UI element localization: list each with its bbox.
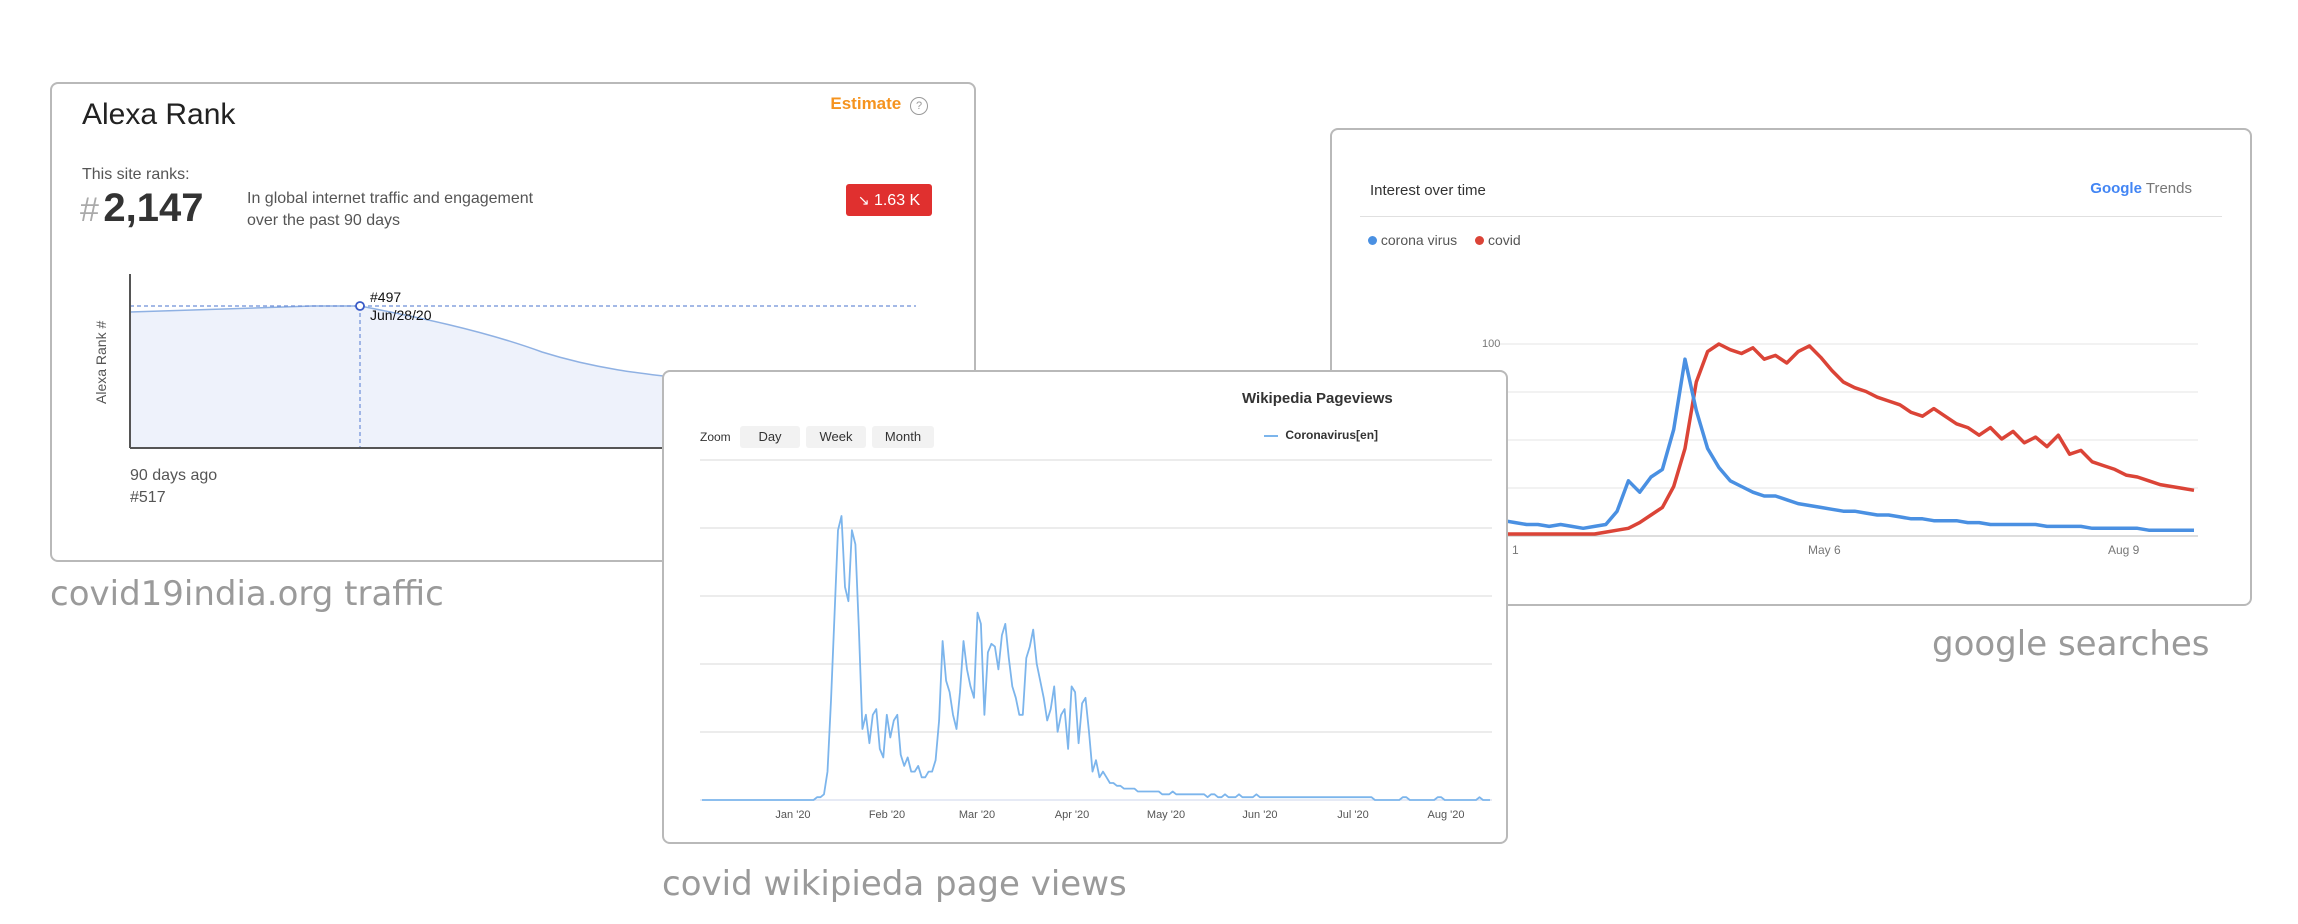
wiki-x-tick-label: Mar '20 <box>959 809 995 821</box>
trends-header-divider <box>1360 216 2222 217</box>
alexa-point-marker[interactable] <box>355 301 365 311</box>
wiki-x-tick-label: Jul '20 <box>1337 809 1368 821</box>
alexa-title: Alexa Rank <box>82 98 236 131</box>
alexa-y-axis-label: Alexa Rank # <box>93 321 109 404</box>
badge-value: 1.63 K <box>873 192 921 209</box>
covid-series-line <box>1504 342 2195 536</box>
zoom-month-button[interactable]: Month <box>872 426 934 448</box>
estimate-label[interactable]: Estimate <box>830 94 902 113</box>
legend-corona-virus[interactable]: corona virus <box>1380 232 1458 248</box>
trends-y-tick-100: 100 <box>1482 338 1500 350</box>
trends-x-tick-1: 1 <box>1512 543 1519 557</box>
wiki-x-tick-label: Aug '20 <box>1428 809 1465 821</box>
wikipedia-pageviews-card: Wikipedia Pageviews Zoom Day Week Month … <box>662 370 1508 844</box>
question-circle-icon[interactable]: ? <box>910 97 928 115</box>
zoom-week-button[interactable]: Week <box>806 426 866 448</box>
coronavirus-en-series-line <box>702 515 1490 801</box>
legend-swatch <box>1264 434 1278 437</box>
alexa-rank-card: Alexa Rank Estimate ? This site ranks: #… <box>50 82 976 562</box>
wiki-chart: Jan '20 Feb '20 Mar '20 Apr '20 May '20 Jun '… <box>700 459 1492 821</box>
site-ranks-label: This site ranks: <box>82 166 190 183</box>
alexa-line <box>129 305 775 393</box>
description-line2: over the past 90 days <box>247 212 400 229</box>
alexa-chart: Alexa Rank # #497 Jun/28/20 90 days ago … <box>93 274 916 506</box>
logo-google: Google <box>2090 180 2142 197</box>
wiki-x-tick-label: Apr '20 <box>1055 809 1090 821</box>
trends-chart: 100 1 May 6 Aug 9 <box>1482 338 2198 557</box>
google-trends-logo: Google Trends <box>2090 180 2192 197</box>
footer-ago: 90 days ago <box>130 467 217 484</box>
wiki-caption: covid wikipieda page views <box>662 864 1127 904</box>
rank-value: # 2,147 <box>80 186 203 231</box>
wiki-legend[interactable]: Coronavirus[en] <box>1264 428 1378 442</box>
description-line1: In global internet traffic and engagemen… <box>247 190 534 207</box>
trends-grid <box>1500 343 2198 537</box>
legend-coronavirus-en[interactable]: Coronavirus[en] <box>1285 428 1379 442</box>
wiki-x-ticks: Jan '20 Feb '20 Mar '20 Apr '20 May '20 Jun '… <box>775 809 1464 821</box>
alexa-caption: covid19india.org traffic <box>50 574 444 614</box>
legend-covid[interactable]: covid <box>1487 232 1521 248</box>
rank-change-badge: ↘ 1.63 K <box>846 184 932 216</box>
wiki-grid <box>700 459 1492 801</box>
zoom-label: Zoom <box>700 430 731 444</box>
rank-hash: # <box>80 191 99 229</box>
tooltip-rank: #497 <box>370 289 401 305</box>
wiki-x-tick-label: Jun '20 <box>1242 809 1277 821</box>
logo-trends: Trends <box>2145 180 2192 197</box>
rank-number: 2,147 <box>103 186 204 230</box>
trends-x-tick-aug9: Aug 9 <box>2108 543 2140 557</box>
trends-legend: corona virus covid <box>1368 232 1521 248</box>
legend-covid-dot <box>1475 236 1485 245</box>
trend-down-icon: ↘ <box>857 192 870 208</box>
rank-description: In global internet traffic and engagemen… <box>247 188 533 232</box>
wiki-x-tick-label: Jan '20 <box>775 809 810 821</box>
tooltip-date: Jun/28/20 <box>370 307 432 323</box>
footer-rank: #517 <box>130 489 166 506</box>
trends-x-tick-may6: May 6 <box>1808 543 1841 557</box>
corona-virus-series-line <box>1503 357 2194 532</box>
trends-header-title: Interest over time <box>1370 182 1486 199</box>
zoom-day-button[interactable]: Day <box>740 426 800 448</box>
estimate-link[interactable]: Estimate ? <box>830 94 928 115</box>
wiki-x-tick-label: Feb '20 <box>869 809 905 821</box>
wiki-x-tick-label: May '20 <box>1147 809 1185 821</box>
wiki-title: Wikipedia Pageviews <box>1242 390 1393 407</box>
alexa-area <box>130 306 774 448</box>
legend-corona-virus-dot <box>1368 236 1377 245</box>
trends-caption: google searches <box>1932 624 2210 664</box>
